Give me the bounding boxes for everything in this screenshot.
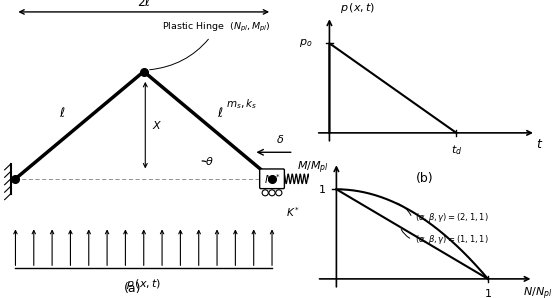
Text: $p\,(x, t)$: $p\,(x, t)$ <box>339 1 375 15</box>
Text: $\ell$: $\ell$ <box>59 106 66 120</box>
Text: $(\alpha,\beta,\gamma)=(1,1,1)$: $(\alpha,\beta,\gamma)=(1,1,1)$ <box>415 233 489 246</box>
Text: $p_o$: $p_o$ <box>299 37 312 49</box>
Text: (b): (b) <box>416 172 434 185</box>
Text: Plastic Hinge  $(N_{pl}, M_{pl})$: Plastic Hinge $(N_{pl}, M_{pl})$ <box>150 21 271 70</box>
Text: $X$: $X$ <box>152 119 162 131</box>
Text: $t_d$: $t_d$ <box>450 144 462 157</box>
Text: $(\alpha,\beta,\gamma)=(2,1,1)$: $(\alpha,\beta,\gamma)=(2,1,1)$ <box>415 212 489 224</box>
Text: $2\ell$: $2\ell$ <box>136 0 151 9</box>
Text: $N/N_{pl}$: $N/N_{pl}$ <box>523 286 552 298</box>
Text: $m_s, k_s$: $m_s, k_s$ <box>226 97 258 111</box>
Text: $1$: $1$ <box>318 183 326 195</box>
Text: $\ell$: $\ell$ <box>217 106 224 120</box>
Text: $M^*$: $M^*$ <box>264 172 280 186</box>
FancyBboxPatch shape <box>259 169 284 189</box>
Text: $1$: $1$ <box>484 287 492 298</box>
Text: $t$: $t$ <box>535 138 543 151</box>
Text: $K^*$: $K^*$ <box>286 206 301 219</box>
Text: $M/M_{pl}$: $M/M_{pl}$ <box>297 160 329 176</box>
Text: $\delta$: $\delta$ <box>275 133 284 145</box>
Text: (a): (a) <box>124 282 142 295</box>
Text: $\theta$: $\theta$ <box>205 155 214 167</box>
Text: $p\,(x, t)$: $p\,(x, t)$ <box>126 277 161 291</box>
